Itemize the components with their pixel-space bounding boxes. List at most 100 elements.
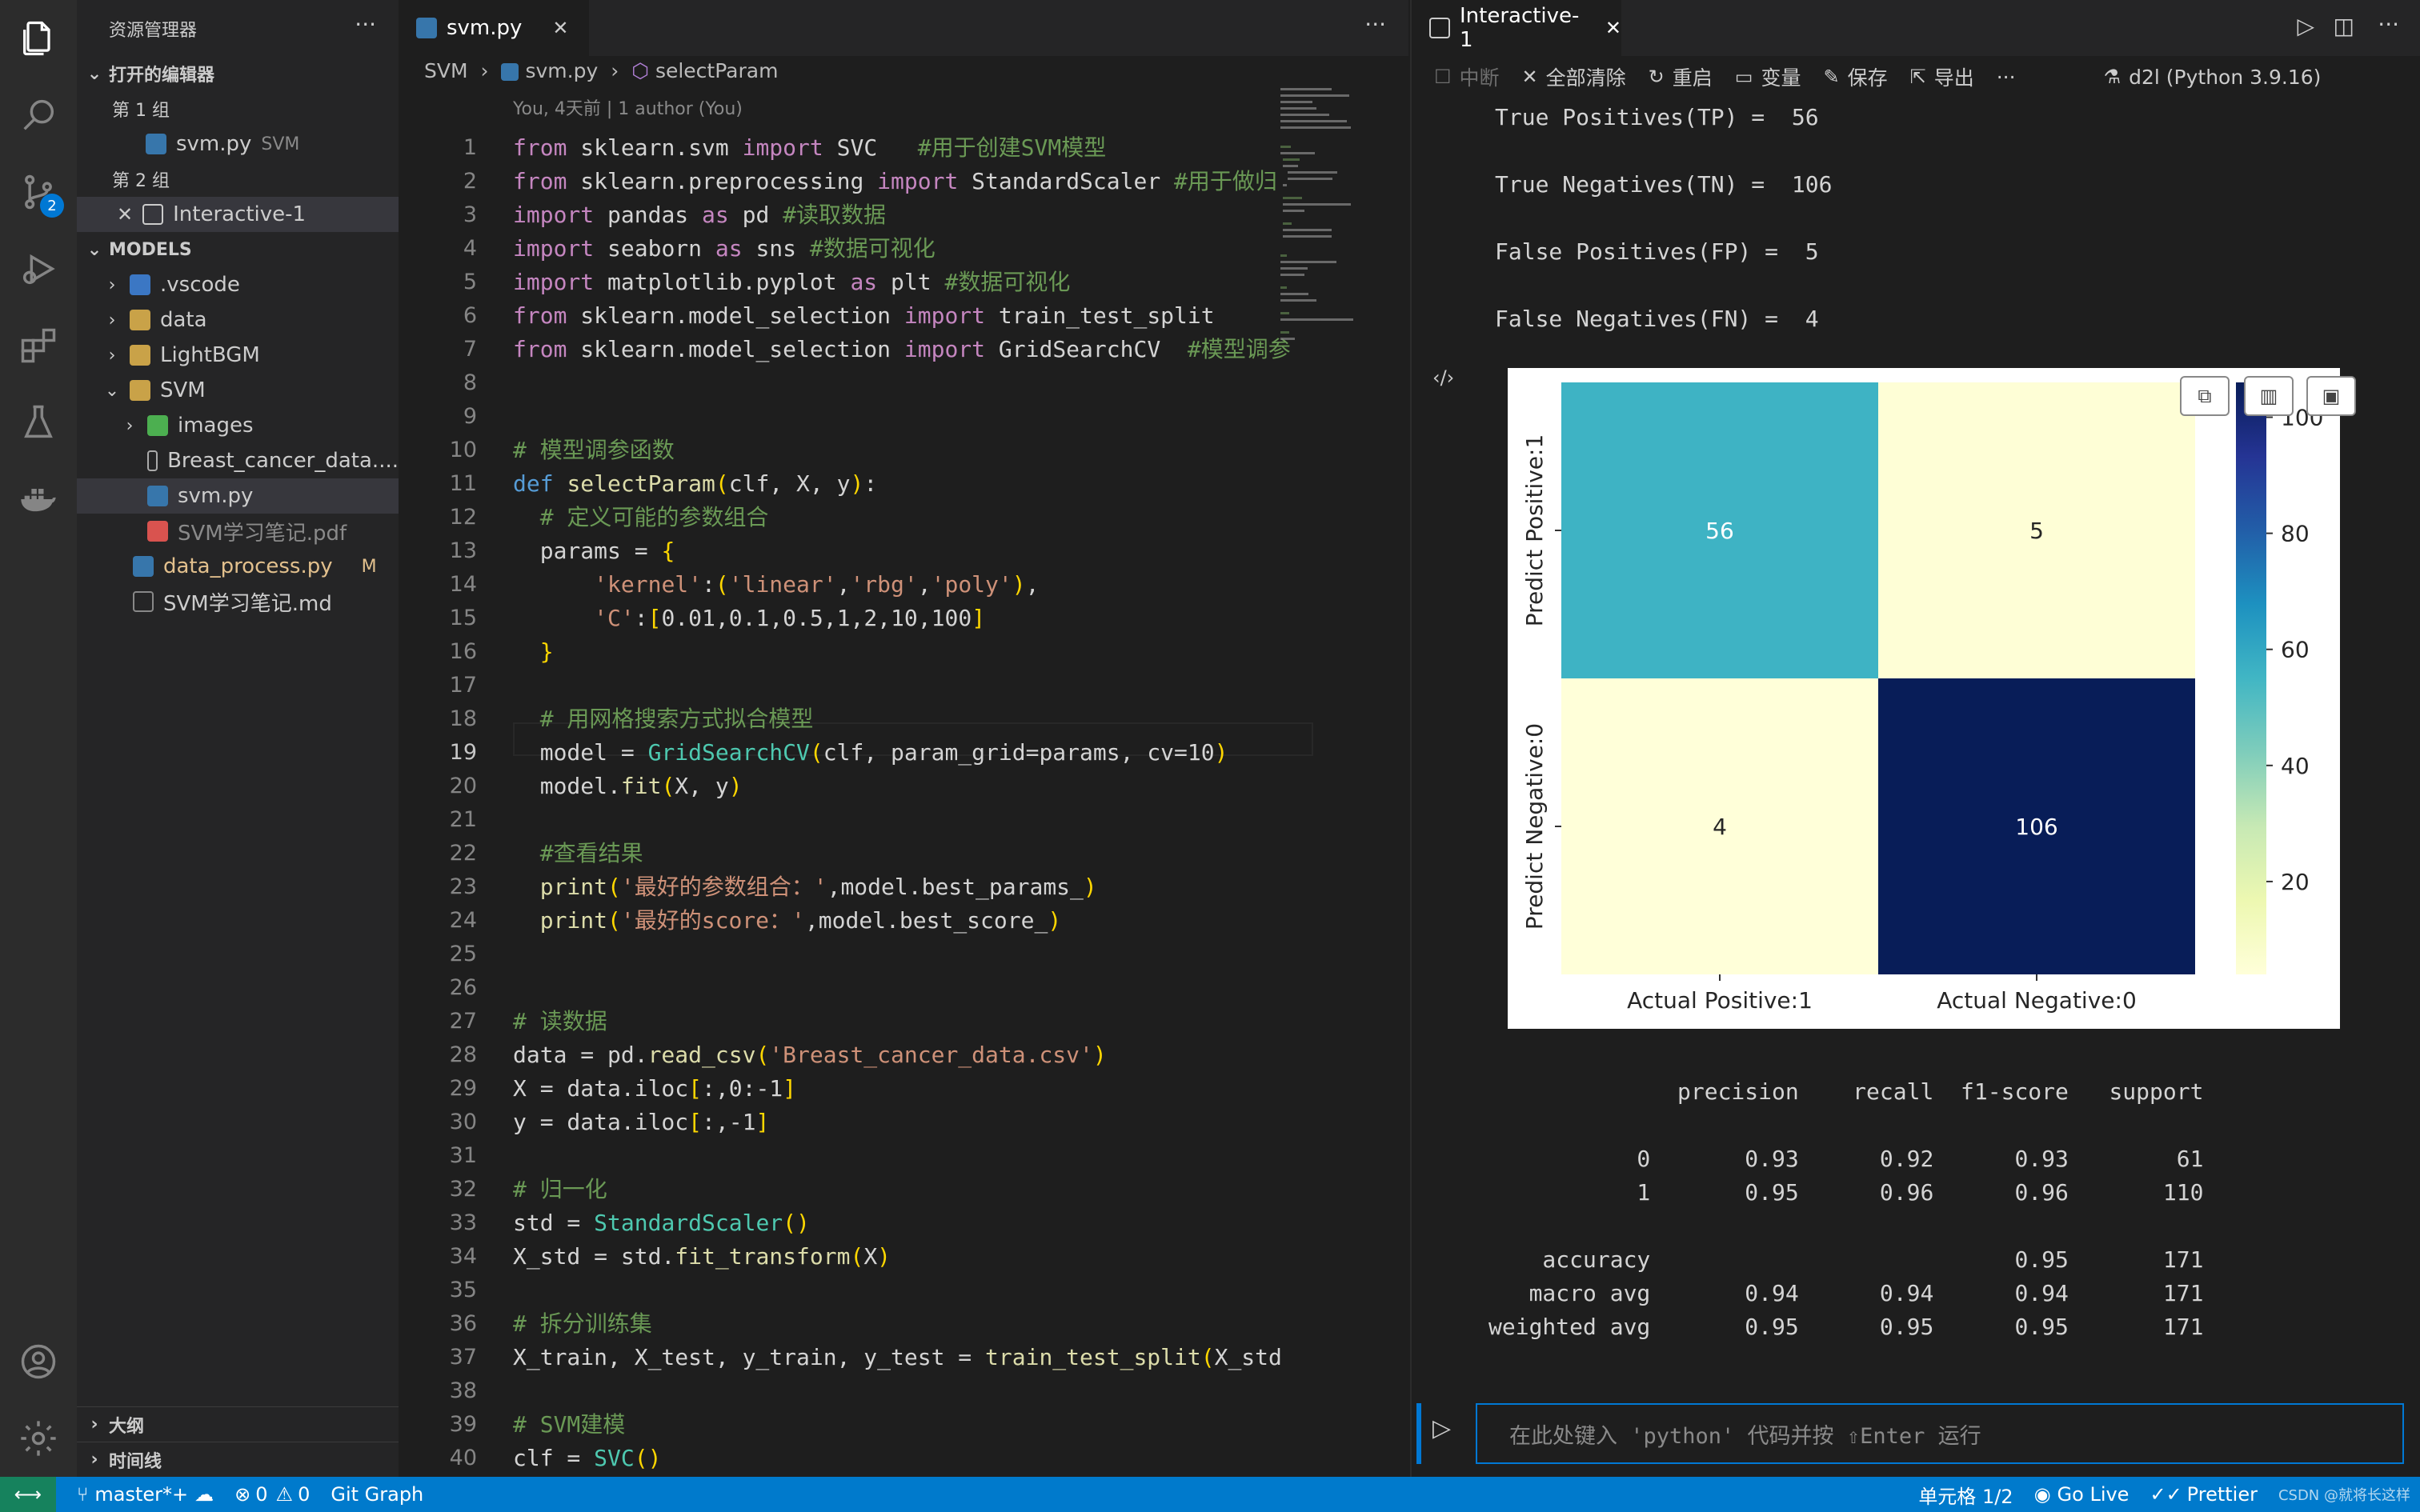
- breadcrumb-symbol[interactable]: selectParam: [655, 59, 779, 82]
- extensions-icon[interactable]: [0, 307, 77, 384]
- line-number: 11: [449, 471, 477, 496]
- more-actions-icon[interactable]: ···: [2378, 11, 2399, 38]
- warning-icon: ⚠: [275, 1483, 294, 1506]
- code-line: def selectParam(clf, X, y):: [513, 470, 878, 497]
- clear-all-button[interactable]: ✕ 全部清除: [1521, 66, 1626, 90]
- save-button[interactable]: ✎ 保存: [1823, 66, 1888, 90]
- heatmap-cell: [1878, 678, 2195, 974]
- split-editor-icon[interactable]: ◫: [2333, 13, 2354, 39]
- heatmap-svg: 56 5 4 106 Actual Positive:1 Actual Negative:…: [1521, 382, 2323, 1014]
- interactive-window: Interactive-1 ✕ ▷ ◫ ··· ☐ 中断 ✕ 全部清除 ↻ 重启 ▭ 变…: [1410, 0, 2420, 1477]
- codelens-blame[interactable]: You, 4天前 | 1 author (You): [513, 99, 743, 119]
- folder-svm[interactable]: ⌄ SVM: [104, 378, 206, 402]
- folder-open-icon: [130, 380, 150, 401]
- code-line: }: [539, 638, 554, 665]
- code-line: # 用网格搜索方式拟合模型: [539, 706, 814, 732]
- tab-svm-py[interactable]: svm.py ✕: [399, 0, 589, 56]
- folder-lightbgm[interactable]: › LightBGM: [108, 343, 260, 367]
- folder-images[interactable]: › images: [126, 414, 254, 438]
- code-line: # 模型调参函数: [513, 437, 675, 463]
- minimap-line: [1280, 331, 1290, 334]
- folder-vscode[interactable]: › .vscode: [108, 273, 240, 297]
- heatmap-cell: [1878, 382, 2195, 678]
- problems-status[interactable]: ⊗ 0 ⚠ 0: [234, 1483, 311, 1506]
- line-number: 26: [449, 975, 477, 1000]
- line-number: 14: [449, 572, 477, 597]
- file-breast-cancer-csv[interactable]: Breast_cancer_data....: [77, 443, 399, 478]
- report-line: accuracy 0.95 171: [1488, 1246, 2204, 1273]
- python-input-box[interactable]: 在此处键入 'python' 代码并按 ⇧Enter 运行: [1476, 1403, 2404, 1464]
- save-icon: ✎: [1823, 66, 1840, 88]
- close-icon[interactable]: ✕: [117, 203, 134, 226]
- sync-icon: ☁: [194, 1483, 214, 1506]
- search-icon[interactable]: [0, 77, 77, 154]
- source-control-icon[interactable]: 2: [0, 154, 77, 230]
- line-number: 38: [449, 1378, 477, 1403]
- code-toggle-icon[interactable]: ‹/›: [1432, 366, 1455, 389]
- check-icon: ✓✓: [2150, 1483, 2182, 1506]
- branch-status[interactable]: ⑂ master*+ ☁: [77, 1483, 214, 1506]
- close-tab-icon[interactable]: ✕: [1605, 17, 1621, 39]
- more-button[interactable]: ···: [1996, 65, 2016, 89]
- tab-interactive-1[interactable]: Interactive-1 ✕: [1412, 0, 1621, 56]
- save-image-icon[interactable]: ▣: [2306, 376, 2356, 416]
- copy-image-icon[interactable]: ⧉: [2180, 376, 2230, 416]
- run-cell-icon[interactable]: ▷: [1432, 1414, 1452, 1442]
- breadcrumb-file[interactable]: svm.py: [525, 59, 599, 82]
- cell-counter[interactable]: 单元格 1/2: [1918, 1485, 2013, 1508]
- run-debug-icon[interactable]: [0, 230, 77, 307]
- remote-icon[interactable]: ⟷: [0, 1477, 56, 1512]
- open-editors-section[interactable]: ⌄ 打开的编辑器: [77, 56, 399, 91]
- markdown-file-icon: [133, 591, 154, 612]
- group-1-label: 第 1 组: [112, 101, 170, 121]
- breadcrumb-folder[interactable]: SVM: [424, 59, 468, 82]
- timeline-section[interactable]: › 时间线: [77, 1442, 399, 1477]
- models-section[interactable]: ⌄ MODELS: [86, 239, 192, 260]
- cell-value-label: 56: [1705, 518, 1734, 544]
- run-icon[interactable]: ▷: [2297, 13, 2314, 39]
- close-tab-icon[interactable]: ✕: [552, 17, 569, 39]
- plot-viewer-icon[interactable]: ▥: [2244, 376, 2294, 416]
- kernel-picker[interactable]: ⚗ d2l (Python 3.9.16): [2103, 65, 2322, 89]
- output-line: False Positives(FP) = 5: [1495, 238, 1819, 265]
- file-svm-pdf[interactable]: SVM学习笔记.pdf: [77, 514, 399, 549]
- code-area[interactable]: from sklearn.svm import SVC #用于创建SVM模型 fr…: [513, 118, 1313, 1477]
- prettier-status[interactable]: ✓✓ Prettier: [2150, 1483, 2258, 1506]
- editor-more-icon[interactable]: ···: [1364, 11, 1386, 38]
- open-editors-label: 打开的编辑器: [109, 66, 215, 86]
- settings-gear-icon[interactable]: [0, 1400, 77, 1477]
- variables-button[interactable]: ▭ 变量: [1734, 66, 1801, 90]
- file-svm-py[interactable]: svm.py: [77, 478, 399, 514]
- line-number: 33: [449, 1210, 477, 1235]
- minimap-line: [1280, 120, 1348, 122]
- folder-icon: [130, 274, 150, 295]
- interrupt-button[interactable]: ☐ 中断: [1434, 66, 1500, 90]
- broadcast-icon: ◉: [2033, 1483, 2051, 1506]
- code-line: std = StandardScaler(): [513, 1210, 810, 1236]
- restart-button[interactable]: ↻ 重启: [1648, 66, 1713, 90]
- group-2-label: 第 2 组: [112, 171, 170, 191]
- docker-icon[interactable]: [0, 461, 77, 538]
- testing-flask-icon[interactable]: [0, 384, 77, 461]
- file-data-process-py[interactable]: data_process.py M: [77, 549, 399, 584]
- colorbar: [2236, 382, 2266, 974]
- git-graph-status[interactable]: Git Graph: [331, 1483, 424, 1506]
- code-editor: svm.py ✕ ··· SVM › svm.py › ⬡ selectPara…: [399, 0, 1408, 1477]
- go-live-status[interactable]: ◉ Go Live: [2033, 1483, 2130, 1506]
- code-line: model.fit(X, y): [513, 773, 743, 799]
- minimap[interactable]: [1280, 88, 1384, 360]
- code-line: from sklearn.svm import SVC #用于创建SVM模型: [513, 134, 1107, 161]
- more-actions-icon[interactable]: ···: [355, 11, 376, 38]
- account-icon[interactable]: [0, 1323, 77, 1400]
- explorer-icon[interactable]: [0, 0, 77, 77]
- outline-section[interactable]: › 大纲: [77, 1406, 399, 1442]
- open-file-svm-py[interactable]: svm.py SVM: [77, 126, 399, 162]
- open-file-interactive-1[interactable]: ✕ Interactive-1: [77, 197, 399, 232]
- line-number: 15: [449, 606, 477, 630]
- export-button[interactable]: ⇱ 导出: [1909, 66, 1974, 90]
- folder-data[interactable]: › data: [108, 308, 207, 332]
- x-tick-label: Actual Negative:0: [1937, 987, 2137, 1014]
- line-number: 27: [449, 1009, 477, 1034]
- file-svm-md[interactable]: SVM学习笔记.md: [77, 584, 399, 619]
- line-number: 3: [463, 202, 477, 227]
